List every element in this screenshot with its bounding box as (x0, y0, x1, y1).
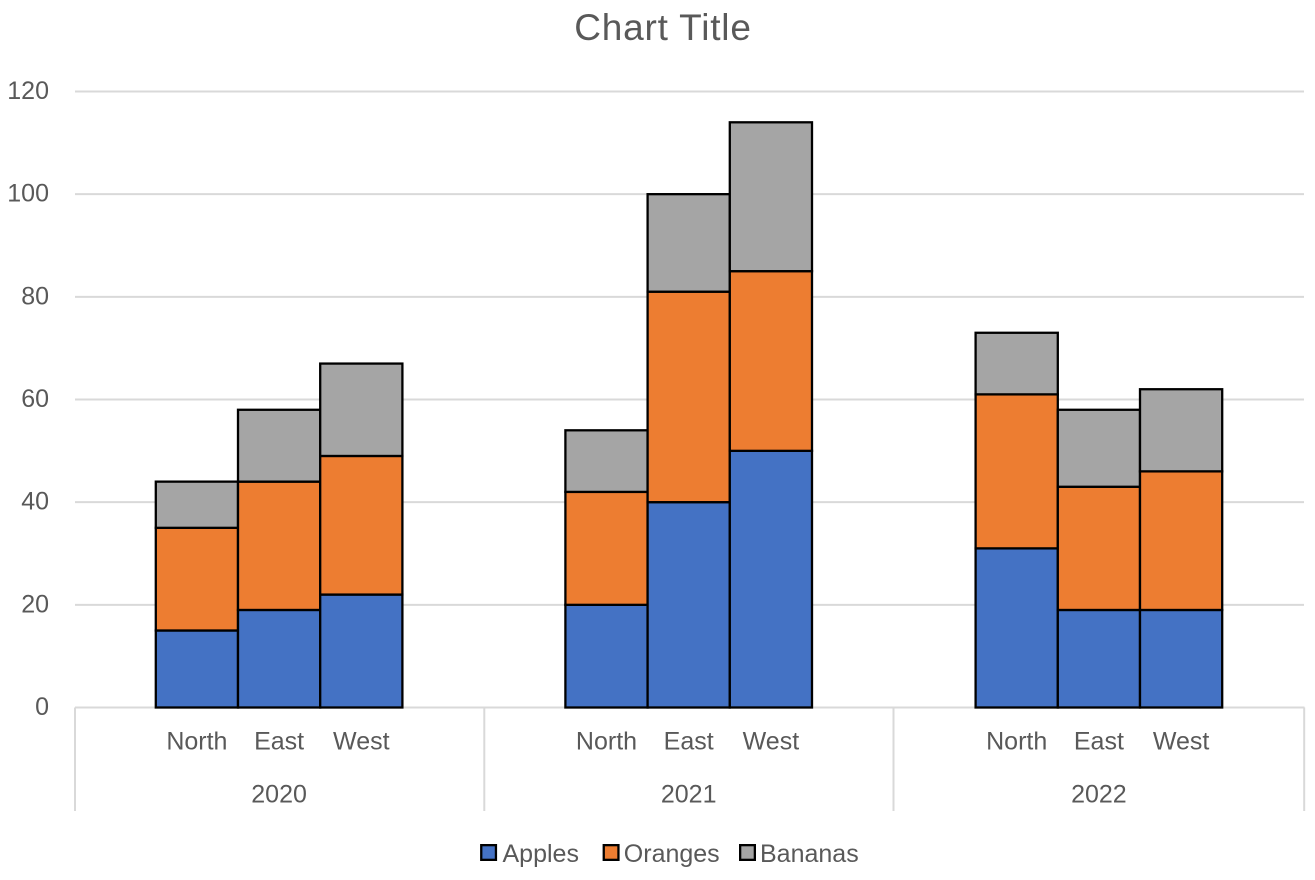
svg-text:North: North (576, 728, 637, 756)
svg-text:0: 0 (35, 693, 49, 721)
svg-text:Oranges: Oranges (624, 840, 720, 868)
svg-text:20: 20 (21, 590, 49, 618)
svg-text:West: West (1153, 728, 1210, 756)
svg-text:North: North (986, 728, 1047, 756)
svg-text:60: 60 (21, 385, 49, 413)
svg-text:2022: 2022 (1071, 781, 1127, 809)
svg-text:Apples: Apples (503, 840, 579, 868)
svg-text:Chart Title: Chart Title (574, 7, 751, 48)
svg-text:2021: 2021 (661, 781, 717, 809)
svg-text:Bananas: Bananas (760, 840, 859, 868)
svg-text:100: 100 (7, 180, 49, 208)
svg-text:2020: 2020 (251, 781, 307, 809)
svg-text:40: 40 (21, 488, 49, 516)
svg-text:West: West (333, 728, 390, 756)
svg-text:East: East (664, 728, 714, 756)
svg-text:North: North (166, 728, 227, 756)
svg-text:120: 120 (7, 77, 49, 105)
svg-text:West: West (743, 728, 800, 756)
svg-text:East: East (254, 728, 304, 756)
svg-text:80: 80 (21, 282, 49, 310)
svg-text:East: East (1074, 728, 1124, 756)
